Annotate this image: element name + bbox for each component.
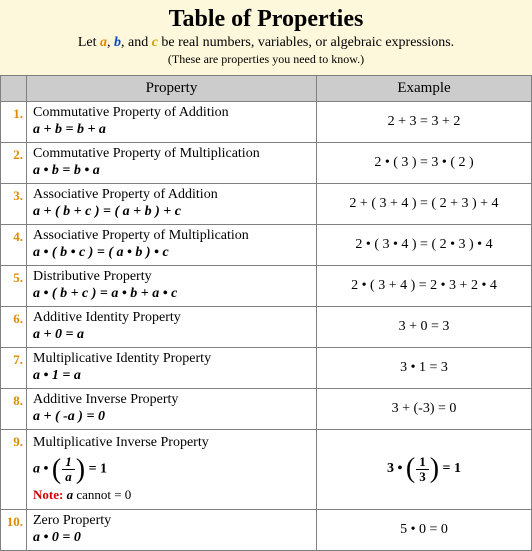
property-name: Associative Property of Addition	[33, 187, 310, 203]
row-property: Multiplicative Inverse Property a • (1a)…	[27, 430, 317, 510]
row-example: 5 • 0 = 0	[317, 510, 532, 551]
property-formula: a • b = b • a	[33, 163, 310, 179]
row-property: Additive Inverse Property a + ( -a ) = 0	[27, 389, 317, 430]
row-example: 2 • ( 3 + 4 ) = 2 • 3 + 2 • 4	[317, 266, 532, 307]
example-expr: 3 • (13) = 1	[387, 461, 461, 476]
fraction-group: (13)	[406, 455, 439, 484]
properties-table: Property Example 1. Commutative Property…	[0, 75, 532, 551]
row-example: 2 • ( 3 • 4 ) = ( 2 • 3 ) • 4	[317, 225, 532, 266]
row-example: 2 + ( 3 + 4 ) = ( 2 + 3 ) + 4	[317, 184, 532, 225]
property-name: Additive Identity Property	[33, 310, 310, 326]
table-row: 4. Associative Property of Multiplicatio…	[1, 225, 532, 266]
property-formula: a • 1 = a	[33, 368, 310, 384]
header: Table of Properties Let a, b, and c be r…	[0, 0, 532, 75]
table-row: 9. Multiplicative Inverse Property a • (…	[1, 430, 532, 510]
row-example: 3 • 1 = 3	[317, 348, 532, 389]
title: Table of Properties	[8, 6, 524, 33]
paren-left: (	[406, 455, 415, 483]
table-row: 2. Commutative Property of Multiplicatio…	[1, 143, 532, 184]
paren-left: (	[52, 456, 61, 484]
row-example: 3 + 0 = 3	[317, 307, 532, 348]
fraction-den: a	[62, 470, 75, 484]
table-row: 6. Additive Identity Property a + 0 = a …	[1, 307, 532, 348]
property-formula: a + 0 = a	[33, 327, 310, 343]
property-formula: a • ( b + c ) = a • b + a • c	[33, 286, 310, 302]
formula-dot: •	[40, 462, 52, 477]
head-property: Property	[27, 76, 317, 102]
ex-lead: 3 •	[387, 461, 406, 476]
subtitle: Let a, b, and c be real numbers, variabl…	[8, 35, 524, 51]
ex-eq: = 1	[439, 461, 461, 476]
property-formula: a + ( b + c ) = ( a + b ) + c	[33, 204, 310, 220]
property-formula: a + b = b + a	[33, 122, 310, 138]
property-formula: a + ( -a ) = 0	[33, 409, 310, 425]
note: Note: a cannot = 0	[33, 487, 310, 503]
property-name: Commutative Property of Multiplication	[33, 146, 310, 162]
property-name: Multiplicative Identity Property	[33, 351, 310, 367]
note-rest: cannot = 0	[76, 487, 131, 502]
fraction: 13	[416, 455, 429, 484]
var-b: b	[114, 35, 121, 50]
row-number: 4.	[1, 225, 27, 266]
note-var: a	[63, 487, 76, 502]
row-example: 3 • (13) = 1	[317, 430, 532, 510]
note-label: Note:	[33, 487, 63, 502]
property-name: Zero Property	[33, 513, 310, 529]
subtitle-2: (These are properties you need to know.)	[8, 52, 524, 67]
property-name: Commutative Property of Addition	[33, 105, 310, 121]
fraction-group: (1a)	[52, 455, 85, 484]
row-number: 1.	[1, 102, 27, 143]
table-row: 8. Additive Inverse Property a + ( -a ) …	[1, 389, 532, 430]
head-example: Example	[317, 76, 532, 102]
row-property: Commutative Property of Addition a + b =…	[27, 102, 317, 143]
row-number: 6.	[1, 307, 27, 348]
page: Table of Properties Let a, b, and c be r…	[0, 0, 532, 551]
fraction-den: 3	[416, 470, 429, 484]
property-formula: a • (1a) = 1	[33, 455, 310, 484]
property-name: Distributive Property	[33, 269, 310, 285]
fraction: 1a	[62, 455, 75, 484]
row-number: 2.	[1, 143, 27, 184]
table-row: 1. Commutative Property of Addition a + …	[1, 102, 532, 143]
property-formula: a • 0 = 0	[33, 530, 310, 546]
row-example: 3 + (-3) = 0	[317, 389, 532, 430]
fraction-num: 1	[62, 455, 75, 470]
formula-eq: = 1	[85, 462, 107, 477]
row-number: 7.	[1, 348, 27, 389]
row-property: Additive Identity Property a + 0 = a	[27, 307, 317, 348]
row-property: Distributive Property a • ( b + c ) = a …	[27, 266, 317, 307]
head-blank	[1, 76, 27, 102]
formula-a: a	[33, 462, 40, 477]
table-row: 3. Associative Property of Addition a + …	[1, 184, 532, 225]
table-row: 10. Zero Property a • 0 = 0 5 • 0 = 0	[1, 510, 532, 551]
property-name: Additive Inverse Property	[33, 392, 310, 408]
row-example: 2 + 3 = 3 + 2	[317, 102, 532, 143]
subtitle-post: be real numbers, variables, or algebraic…	[158, 35, 454, 50]
var-a: a	[100, 35, 107, 50]
row-number: 9.	[1, 430, 27, 510]
row-property: Zero Property a • 0 = 0	[27, 510, 317, 551]
row-example: 2 • ( 3 ) = 3 • ( 2 )	[317, 143, 532, 184]
table-row: 7. Multiplicative Identity Property a • …	[1, 348, 532, 389]
row-number: 8.	[1, 389, 27, 430]
row-property: Associative Property of Addition a + ( b…	[27, 184, 317, 225]
property-formula: a • ( b • c ) = ( a • b ) • c	[33, 245, 310, 261]
row-number: 5.	[1, 266, 27, 307]
table-row: 5. Distributive Property a • ( b + c ) =…	[1, 266, 532, 307]
row-number: 3.	[1, 184, 27, 225]
row-property: Commutative Property of Multiplication a…	[27, 143, 317, 184]
paren-right: )	[76, 456, 85, 484]
table-head-row: Property Example	[1, 76, 532, 102]
row-number: 10.	[1, 510, 27, 551]
row-property: Multiplicative Identity Property a • 1 =…	[27, 348, 317, 389]
subtitle-mid2: , and	[121, 35, 152, 50]
subtitle-mid1: ,	[107, 35, 114, 50]
fraction-num: 1	[416, 455, 429, 470]
property-name: Multiplicative Inverse Property	[33, 435, 310, 451]
row-property: Associative Property of Multiplication a…	[27, 225, 317, 266]
property-name: Associative Property of Multiplication	[33, 228, 310, 244]
paren-right: )	[430, 455, 439, 483]
subtitle-pre: Let	[78, 35, 100, 50]
